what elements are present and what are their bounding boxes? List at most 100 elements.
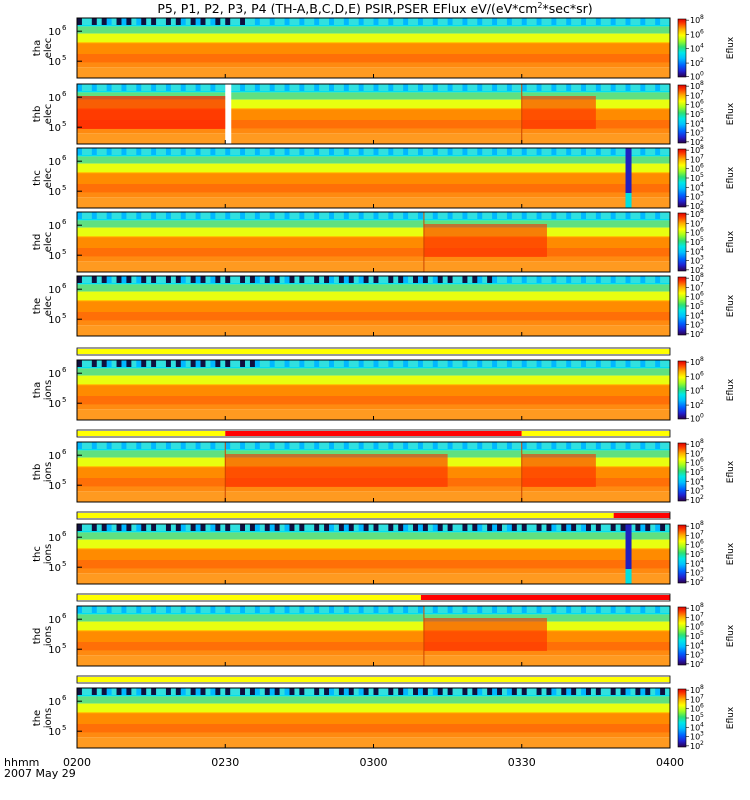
noise-cell: [319, 360, 325, 367]
colorbar-tick-label: 10: [690, 16, 700, 25]
noise-cell: [452, 84, 459, 91]
noise-cell: [111, 524, 118, 531]
noise-cell: [324, 84, 330, 91]
noise-cell: [546, 688, 552, 695]
noise-cell: [190, 276, 197, 283]
noise-cell: [590, 524, 597, 531]
noise-cell: [373, 148, 379, 155]
noise-cell: [304, 276, 310, 283]
noise-cell: [595, 84, 602, 91]
noise-cell: [338, 148, 345, 155]
noise-cell: [541, 212, 547, 219]
noise-cell: [398, 688, 404, 695]
noise-cell: [417, 606, 424, 613]
noise-cell: [225, 688, 231, 695]
noise-cell: [235, 360, 241, 367]
noise-cell: [531, 442, 538, 449]
noise-cell: [472, 84, 478, 91]
noise-cell: [309, 360, 315, 367]
noise-cell: [106, 18, 113, 25]
noise-cell: [635, 18, 641, 25]
noise-cell: [511, 148, 518, 155]
noise-cell: [408, 212, 414, 219]
colorbar-tick-label: 10: [690, 541, 700, 550]
noise-cell: [264, 18, 271, 25]
noise-cell: [640, 212, 646, 219]
noise-cell: [457, 148, 463, 155]
noise-cell: [121, 148, 127, 155]
noise-cell: [225, 606, 231, 613]
noise-cell: [136, 84, 142, 91]
noise-cell: [329, 276, 335, 283]
spectrogram-band: [77, 163, 670, 172]
noise-cell: [462, 606, 468, 613]
noise-cell: [81, 276, 88, 283]
colorbar-tick-exponent: 6: [700, 539, 704, 546]
noise-cell: [91, 148, 98, 155]
noise-cell: [220, 360, 226, 367]
noise-cell: [482, 606, 488, 613]
noise-cell: [77, 148, 83, 155]
noise-cell: [590, 606, 597, 613]
noise-cell: [487, 212, 493, 219]
colorbar-tick-exponent: 4: [700, 639, 704, 646]
noise-cell: [422, 524, 429, 531]
noise-cell: [393, 212, 399, 219]
noise-cell: [274, 442, 281, 449]
noise-cell: [521, 148, 528, 155]
noise-cell: [96, 212, 103, 219]
event-band: [625, 524, 632, 584]
flux-core: [77, 713, 670, 733]
noise-cell: [329, 688, 335, 695]
noise-cell: [126, 688, 132, 695]
noise-cell: [294, 276, 300, 283]
colorbar-tick-label: 10: [690, 449, 700, 458]
noise-cell: [571, 212, 577, 219]
noise-cell: [521, 442, 528, 449]
panel-label-top: thc: [32, 170, 43, 186]
noise-cell: [645, 442, 651, 449]
noise-cell: [472, 524, 478, 531]
noise-cell: [215, 442, 221, 449]
mode-bar-frame: [76, 511, 671, 520]
noise-cell: [324, 18, 330, 25]
noise-cell: [516, 148, 523, 155]
noise-cell: [541, 442, 547, 449]
noise-cell: [77, 18, 83, 25]
y-tick-label: 10: [48, 727, 61, 738]
colorbar-label: Eflux: [726, 166, 736, 189]
colorbar-tick-label: 10: [690, 293, 700, 302]
noise-cell: [304, 606, 310, 613]
noise-cell: [264, 148, 271, 155]
y-tick-label: 10: [48, 563, 61, 574]
colorbar-tick-exponent: 4: [700, 43, 704, 50]
colorbar-tick-label: 10: [690, 623, 700, 632]
panel-label-bottom: elec: [43, 168, 54, 189]
event-region: [423, 224, 547, 257]
noise-cell: [309, 148, 315, 155]
colorbar-tick-exponent: 5: [700, 108, 704, 115]
noise-cell: [477, 360, 483, 367]
noise-cell: [566, 18, 572, 25]
noise-cell: [220, 606, 226, 613]
noise-cell: [309, 524, 315, 531]
noise-cell: [358, 688, 365, 695]
noise-cell: [630, 276, 636, 283]
noise-cell: [437, 360, 444, 367]
y-tick-label: 10: [48, 481, 61, 492]
noise-cell: [600, 212, 607, 219]
noise-cell: [546, 524, 552, 531]
noise-cell: [506, 606, 513, 613]
noise-cell: [165, 148, 172, 155]
noise-cell: [146, 360, 152, 367]
noise-cell: [645, 18, 651, 25]
noise-cell: [413, 148, 419, 155]
noise-cell: [91, 688, 98, 695]
colorbar-tick-label: 10: [690, 387, 700, 396]
noise-cell: [165, 360, 172, 367]
noise-cell: [249, 148, 256, 155]
noise-cell: [492, 524, 498, 531]
noise-cell: [289, 360, 295, 367]
y-tick-label: 10: [48, 697, 61, 708]
noise-cell: [610, 688, 617, 695]
